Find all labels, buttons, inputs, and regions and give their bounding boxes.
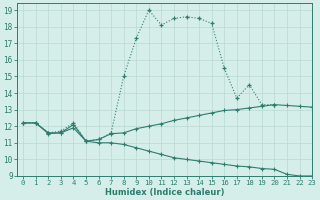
X-axis label: Humidex (Indice chaleur): Humidex (Indice chaleur) xyxy=(105,188,224,197)
